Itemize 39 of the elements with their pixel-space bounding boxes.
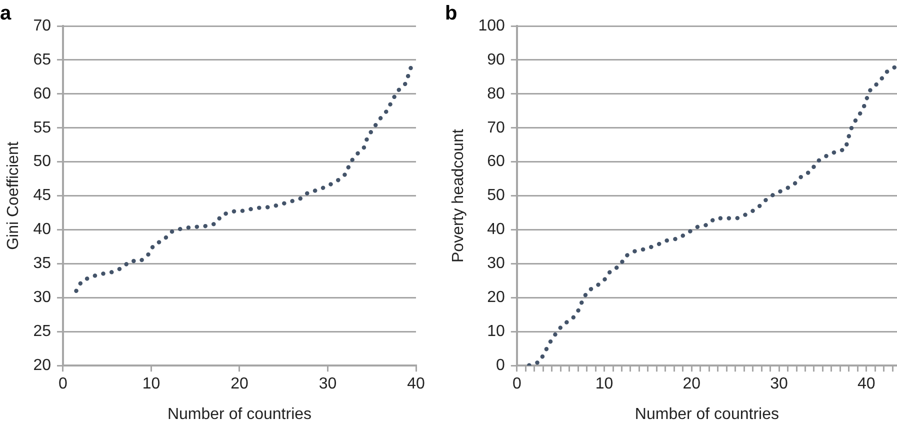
y-tick-label: 35 <box>33 255 52 272</box>
y-tick-label: 70 <box>33 17 52 34</box>
x-tick-label: 0 <box>58 376 68 393</box>
y-axis-title: Gini Coefficient <box>5 141 22 250</box>
y-tick-label: 80 <box>487 85 505 102</box>
x-axis-title: Number of countries <box>167 406 312 423</box>
x-tick-label: 10 <box>142 376 160 393</box>
y-tick-label: 10 <box>487 323 505 340</box>
y-tick-label: 30 <box>33 289 52 306</box>
y-tick-label: 30 <box>487 255 505 272</box>
chart-title: b <box>445 2 458 25</box>
y-tick-label: 60 <box>33 85 52 102</box>
y-tick-label: 25 <box>33 323 52 340</box>
x-tick-label: 20 <box>682 376 701 393</box>
y-tick-label: 40 <box>487 221 505 238</box>
x-tick-label: 40 <box>407 376 425 393</box>
y-tick-label: 90 <box>487 51 505 68</box>
line-series <box>527 65 896 366</box>
y-tick-label: 20 <box>33 357 52 374</box>
y-tick-label: 65 <box>33 51 52 68</box>
y-tick-label: 55 <box>33 119 52 136</box>
y-tick-label: 40 <box>33 221 52 238</box>
y-tick-label: 0 <box>496 357 505 374</box>
chart-title: a <box>0 2 12 25</box>
x-axis-title: Number of countries <box>634 406 779 423</box>
y-tick-label: 60 <box>487 153 505 170</box>
x-tick-label: 40 <box>858 376 876 393</box>
y-tick-label: 20 <box>487 289 505 306</box>
y-tick-label: 50 <box>487 187 505 204</box>
y-axis-title: Poverty headcount <box>450 128 468 263</box>
y-tick-label: 50 <box>33 153 52 170</box>
y-tick-label: 45 <box>33 187 52 204</box>
x-tick-label: 20 <box>230 376 248 393</box>
x-tick-label: 30 <box>770 376 788 393</box>
x-tick-label: 10 <box>595 376 614 393</box>
y-tick-label: 70 <box>487 119 505 136</box>
x-tick-label: 30 <box>318 376 337 393</box>
y-tick-label: 100 <box>478 17 505 34</box>
x-tick-label: 0 <box>512 376 522 393</box>
